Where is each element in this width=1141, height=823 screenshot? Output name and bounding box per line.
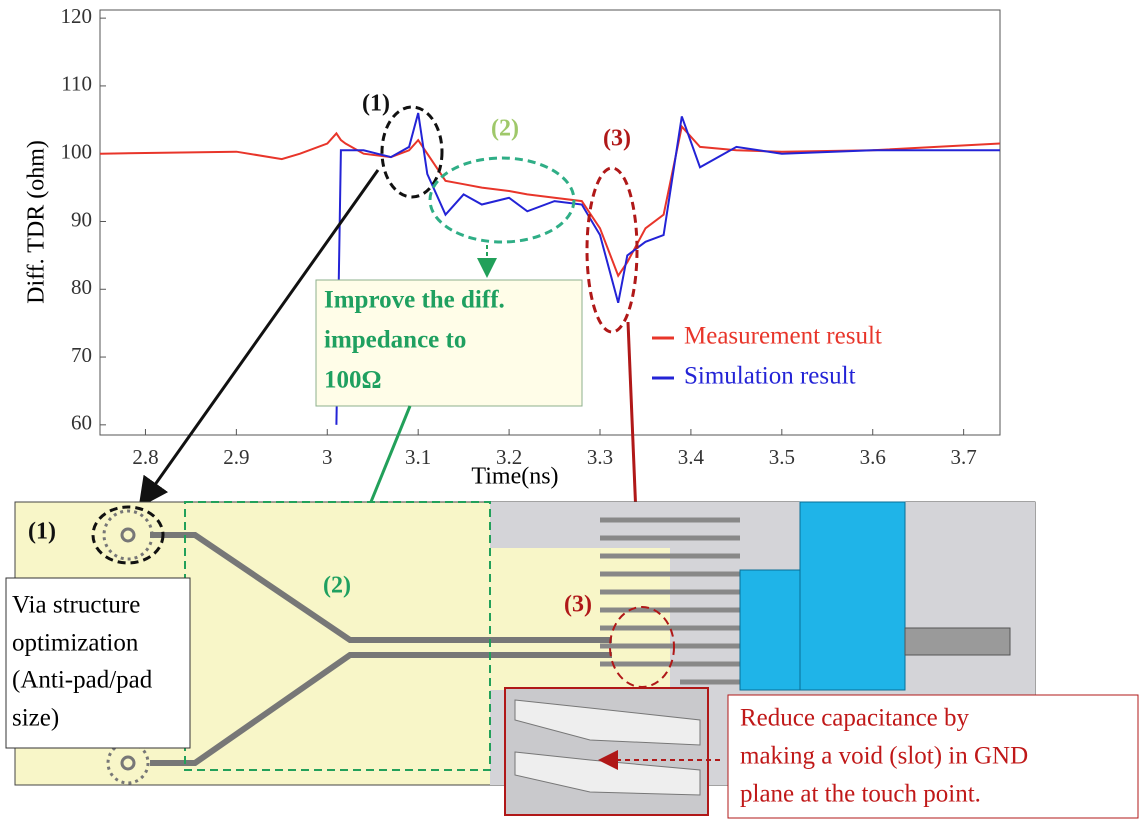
note-text: plane at the touch point.: [740, 781, 981, 808]
x-tick-label: 3: [322, 445, 333, 469]
x-tick-label: 3.2: [496, 445, 522, 469]
callout-text: impedance to: [324, 327, 466, 354]
annotation-label: (1): [362, 91, 390, 117]
x-tick-label: 3.5: [769, 445, 795, 469]
x-tick-label: 3.3: [587, 445, 613, 469]
y-tick-label: 110: [61, 72, 92, 96]
y-tick-label: 80: [71, 275, 92, 299]
y-tick-label: 60: [71, 411, 92, 435]
x-tick-label: 3.1: [405, 445, 431, 469]
callout-text: 100Ω: [324, 367, 382, 394]
diagram-label: (3): [564, 592, 592, 618]
annotation-label: (3): [603, 126, 631, 152]
note-text: optimization: [12, 630, 139, 657]
x-tick-label: 2.8: [132, 445, 158, 469]
y-tick-label: 100: [61, 140, 93, 164]
cable: [905, 628, 1010, 655]
y-axis-label: Diff. TDR (ohm): [24, 140, 50, 304]
figure: Time(ns) Diff. TDR (ohm) 607080901001101…: [0, 0, 1141, 823]
x-tick-label: 3.7: [951, 445, 977, 469]
diagram-label: (1): [28, 519, 56, 545]
legend-label: Measurement result: [684, 323, 882, 350]
y-tick-label: 120: [61, 4, 93, 28]
note-text: size): [12, 705, 59, 732]
pad-area: [490, 548, 670, 690]
y-tick-label: 90: [71, 207, 92, 231]
note-text: Via structure: [12, 592, 140, 619]
x-tick-label: 2.9: [223, 445, 249, 469]
x-tick-label: 3.6: [860, 445, 886, 469]
callout-text: Improve the diff.: [324, 287, 505, 314]
note-text: Reduce capacitance by: [740, 705, 970, 732]
x-tick-label: 3.4: [678, 445, 705, 469]
legend-label: Simulation result: [684, 363, 856, 390]
diagram-label: (2): [323, 573, 351, 599]
note-text: (Anti-pad/pad: [12, 667, 153, 694]
annotation-label: (2): [491, 116, 519, 142]
connector-body: [800, 502, 905, 690]
y-tick-label: 70: [71, 343, 92, 367]
note-text: making a void (slot) in GND: [740, 743, 1028, 770]
